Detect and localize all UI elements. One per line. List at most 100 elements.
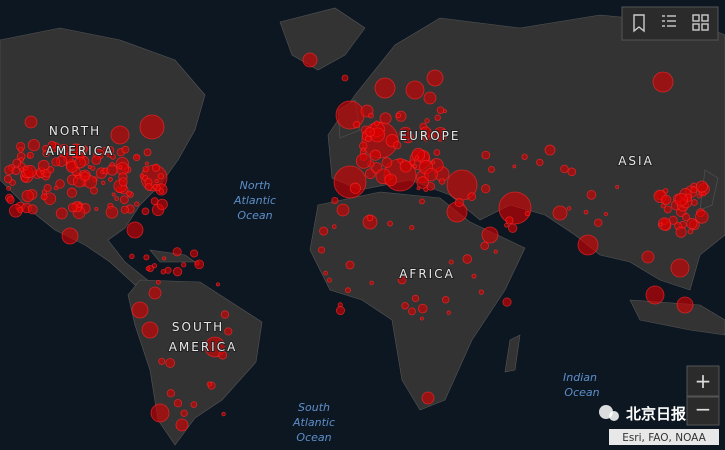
- case-circle: [423, 91, 437, 105]
- case-circle: [441, 295, 450, 304]
- case-circle: [488, 166, 495, 173]
- case-circle: [27, 204, 38, 215]
- case-circle: [26, 151, 34, 159]
- case-circle: [19, 167, 25, 172]
- case-circle: [641, 250, 655, 264]
- continent-label: NORTH AMERICA: [46, 124, 115, 158]
- case-circle: [18, 146, 24, 153]
- case-circle: [114, 196, 119, 201]
- case-circle: [361, 147, 366, 152]
- case-circle: [319, 226, 329, 236]
- case-circle: [690, 199, 698, 206]
- case-circle: [674, 192, 688, 207]
- case-circle: [131, 301, 149, 319]
- case-circle: [657, 217, 671, 231]
- case-circle: [405, 80, 425, 100]
- continent-label: SOUTH AMERICA: [169, 320, 238, 354]
- case-circle: [424, 118, 430, 124]
- zoom-out-button[interactable]: [686, 396, 720, 426]
- case-circle: [335, 306, 345, 316]
- case-circle: [155, 279, 161, 285]
- case-circle: [454, 198, 464, 208]
- bookmark-button[interactable]: [633, 14, 645, 33]
- case-circle: [504, 222, 509, 228]
- eurasia: [327, 14, 725, 291]
- case-circle: [120, 205, 129, 214]
- label-line: North: [240, 179, 271, 192]
- case-circle: [552, 205, 568, 221]
- greenland: [279, 7, 366, 71]
- case-circle: [165, 358, 176, 368]
- case-circle: [175, 418, 189, 432]
- legend-button[interactable]: [662, 15, 676, 27]
- case-circle: [481, 226, 499, 244]
- case-circle: [87, 165, 92, 170]
- case-circle: [374, 120, 380, 127]
- case-circle: [387, 220, 393, 227]
- case-circle: [215, 282, 220, 287]
- label-line: ASIA: [618, 154, 654, 168]
- continent-label: ASIA: [618, 154, 654, 168]
- case-circle: [436, 106, 445, 114]
- case-circle: [326, 277, 332, 283]
- case-circle: [481, 184, 491, 194]
- case-circle: [141, 207, 150, 216]
- case-circle: [687, 228, 694, 235]
- case-circle: [55, 207, 68, 220]
- case-circle: [129, 253, 135, 260]
- label-line: AMERICA: [46, 144, 115, 158]
- case-circle: [481, 150, 491, 160]
- case-circle: [645, 285, 665, 305]
- case-circle: [412, 164, 417, 169]
- label-line: Ocean: [564, 386, 599, 399]
- case-circle: [408, 307, 416, 316]
- case-circles: [3, 52, 710, 432]
- zoom-in-button[interactable]: [686, 365, 720, 397]
- case-circle: [676, 296, 694, 314]
- case-circle: [344, 287, 351, 294]
- attribution-bar: [609, 429, 719, 445]
- ocean-label: Indian Ocean: [563, 371, 600, 399]
- case-circle: [190, 249, 199, 258]
- case-circle: [615, 184, 620, 189]
- case-circle: [652, 71, 674, 93]
- case-circle: [438, 178, 446, 185]
- label-line: Ocean: [237, 209, 272, 222]
- case-circle: [74, 156, 86, 169]
- case-circle: [566, 206, 572, 211]
- case-circle: [134, 201, 140, 207]
- label-line: AFRICA: [399, 267, 455, 281]
- label-line: Ocean: [296, 431, 331, 444]
- case-circle: [101, 180, 106, 185]
- case-circle: [663, 205, 672, 214]
- zoom-controls: + −: [686, 365, 720, 426]
- case-circle: [154, 178, 159, 184]
- case-circle: [395, 112, 402, 118]
- case-circle: [151, 163, 161, 172]
- case-circle: [670, 258, 690, 278]
- case-circle: [144, 161, 149, 166]
- case-circle: [345, 260, 355, 270]
- case-circle: [512, 164, 517, 169]
- case-circle: [221, 411, 226, 417]
- label-line: Indian: [563, 371, 597, 384]
- case-circle: [478, 289, 484, 295]
- case-circle: [218, 350, 228, 360]
- case-circle: [142, 165, 149, 173]
- case-circle: [398, 126, 413, 141]
- case-circle: [369, 149, 381, 161]
- case-circle: [333, 165, 367, 199]
- case-circle: [397, 275, 407, 285]
- case-circle: [658, 222, 663, 227]
- label-line: South: [298, 401, 330, 414]
- case-circle: [416, 176, 429, 189]
- case-circle: [181, 262, 187, 268]
- label-line: Atlantic: [292, 416, 335, 429]
- case-circle: [119, 195, 129, 205]
- case-circle: [6, 185, 11, 191]
- case-circle: [302, 52, 318, 68]
- basemap-button[interactable]: [692, 14, 709, 31]
- case-circle: [399, 160, 412, 173]
- case-circle: [66, 187, 78, 198]
